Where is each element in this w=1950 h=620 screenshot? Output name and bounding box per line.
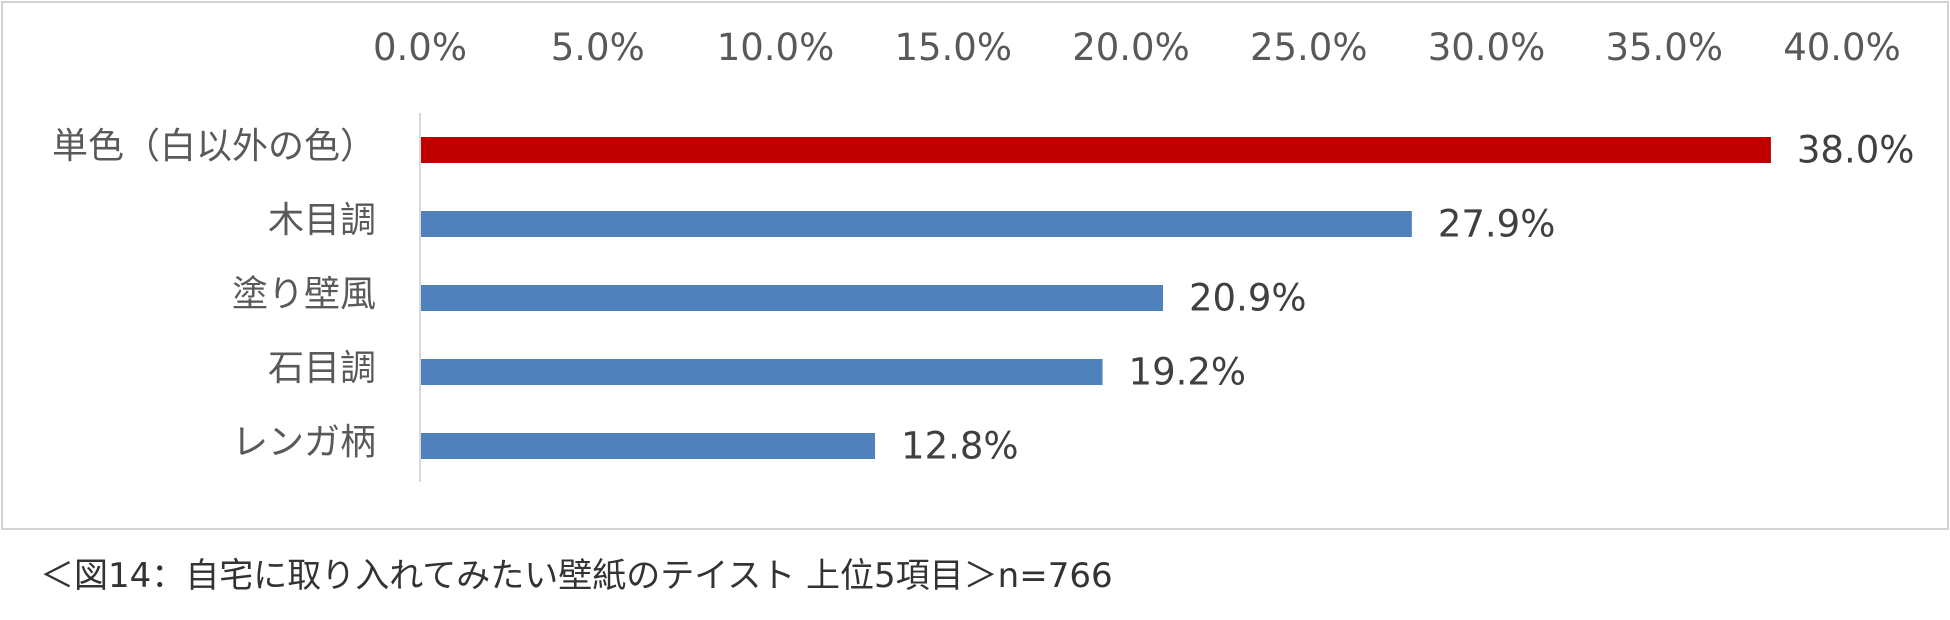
x-tick-label: 5.0% [551,26,645,69]
x-tick-label: 15.0% [894,26,1012,69]
x-axis-ticks: 0.0% 5.0% 10.0% 15.0% 20.0% 25.0% 30.0% 35.0% 40… [373,26,1901,69]
chart-frame [1,1,1949,530]
x-tick-label: 40.0% [1783,26,1901,69]
bar [421,359,1103,385]
x-tick-label: 35.0% [1605,26,1723,69]
x-tick-label: 25.0% [1250,26,1368,69]
category-label: レンガ柄 [232,422,376,463]
category-label: 単色（白以外の色） [52,126,376,167]
category-label: 塗り壁風 [232,274,376,315]
value-labels: 38.0% 27.9% 20.9% 19.2% 12.8% [901,129,1914,468]
x-tick-label: 10.0% [717,26,835,69]
value-label: 12.8% [901,425,1019,468]
value-label: 20.9% [1189,277,1307,320]
bar [421,433,876,459]
value-label: 38.0% [1797,129,1915,172]
x-tick-label: 20.0% [1072,26,1190,69]
value-label: 19.2% [1129,351,1247,394]
category-label: 石目調 [268,348,376,389]
figure-caption: ＜図14：自宅に取り入れてみたい壁紙のテイスト 上位5項目＞n=766 [40,556,1113,596]
value-label: 27.9% [1438,203,1556,246]
bar-chart: 0.0% 5.0% 10.0% 15.0% 20.0% 25.0% 30.0% 35.0% 40… [52,26,1914,482]
bar [421,137,1771,163]
category-label: 木目調 [268,200,376,241]
x-tick-label: 0.0% [373,26,467,69]
x-tick-label: 30.0% [1428,26,1546,69]
bar [421,285,1163,311]
bar [421,211,1412,237]
bars [421,137,1771,459]
